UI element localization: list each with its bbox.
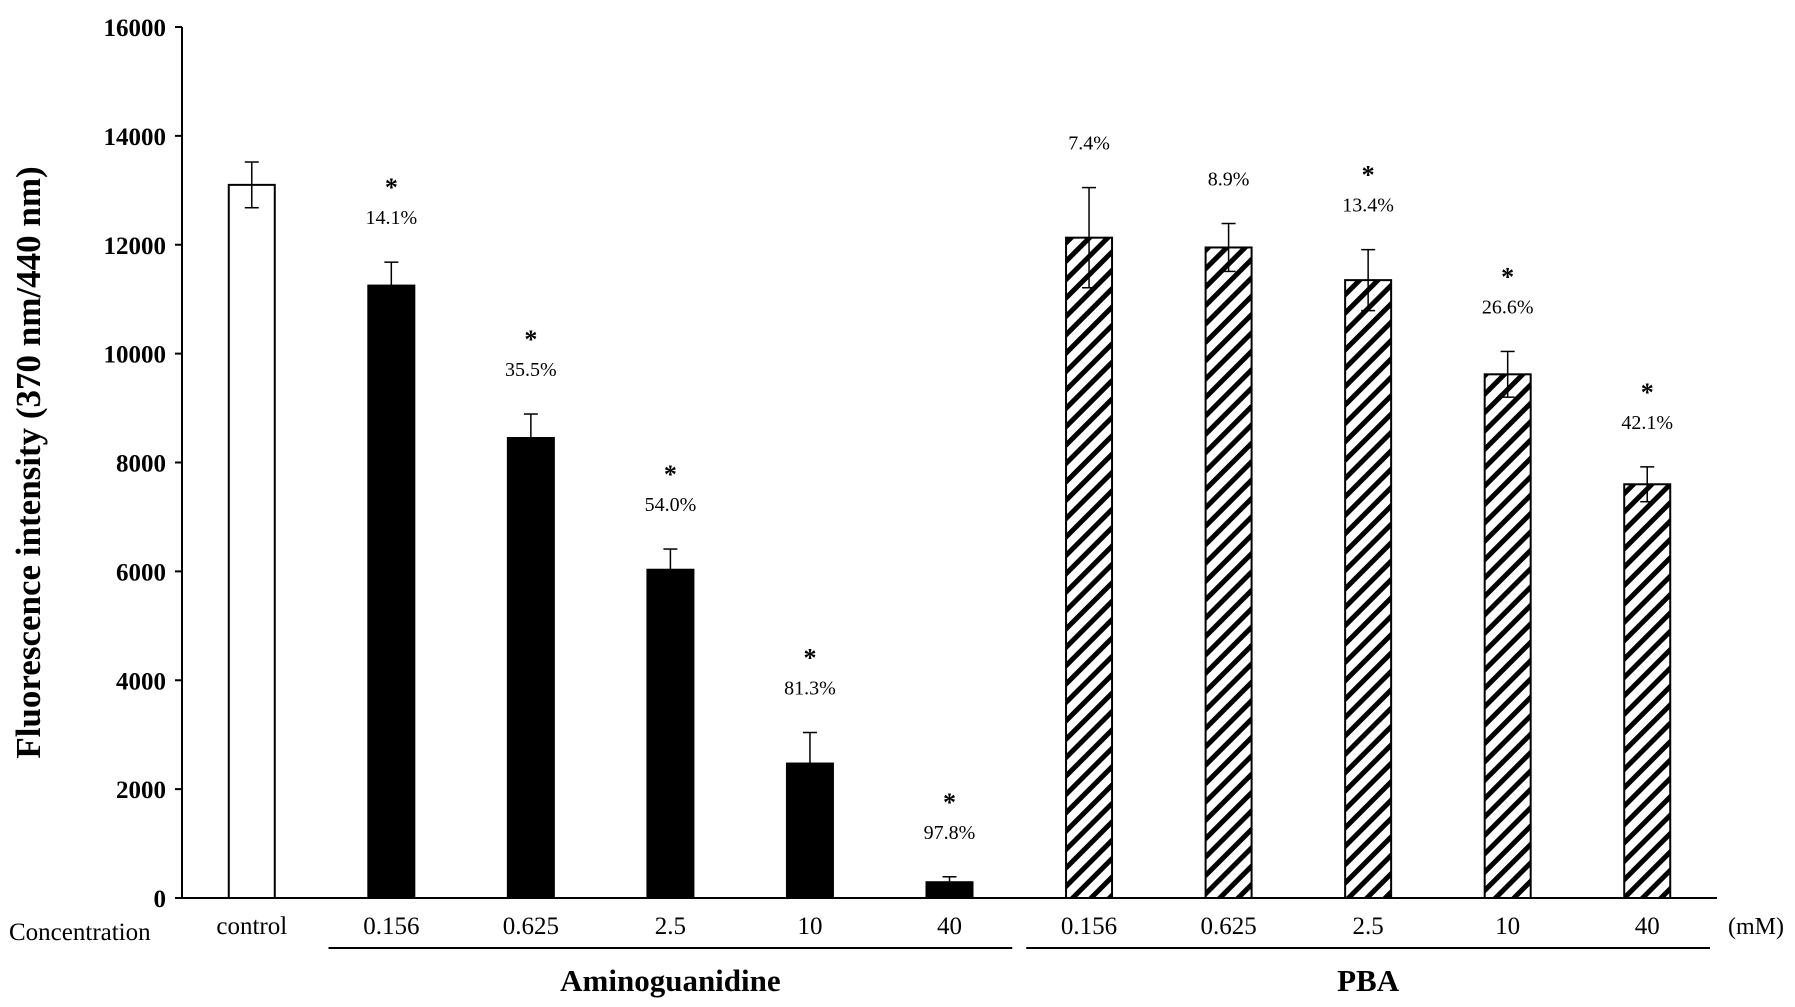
significance-star: * [1641, 378, 1654, 407]
category-label: control [216, 913, 287, 940]
significance-star: * [385, 173, 398, 202]
bar [227, 183, 276, 899]
y-tick-label: 2000 [116, 777, 166, 804]
percent-label: 7.4% [1068, 133, 1110, 155]
category-label: 2.5 [1353, 913, 1384, 940]
percent-label: 14.1% [365, 207, 417, 229]
percent-label: 81.3% [784, 678, 836, 700]
y-tick-label: 4000 [116, 668, 166, 695]
category-label: 0.156 [1061, 913, 1117, 940]
group-label: Aminoguanidine [560, 963, 781, 998]
y-tick-label: 0 [154, 886, 167, 913]
y-tick-label: 10000 [104, 342, 167, 369]
y-axis-label: Fluorescence intensity (370 nm/440 nm) [9, 166, 48, 758]
bar [1344, 279, 1393, 899]
bar [646, 568, 695, 899]
percent-label: 54.0% [645, 494, 697, 516]
percent-label: 42.1% [1621, 412, 1673, 434]
category-label: 40 [1635, 913, 1660, 940]
significance-star: * [664, 460, 677, 489]
y-tick-label: 16000 [104, 15, 167, 42]
significance-star: * [803, 644, 816, 673]
category-label: 0.625 [1200, 913, 1256, 940]
bar [1483, 373, 1532, 899]
y-tick-label: 8000 [116, 451, 166, 478]
bar [1065, 236, 1114, 900]
percent-label: 26.6% [1482, 296, 1534, 318]
concentration-label: Concentration [9, 919, 151, 946]
bar [367, 284, 416, 899]
category-label: 10 [1495, 913, 1520, 940]
y-tick-label: 6000 [116, 559, 166, 586]
percent-label: 8.9% [1208, 169, 1250, 191]
significance-star: * [524, 325, 537, 354]
category-label: 0.156 [363, 913, 419, 940]
unit-label: (mM) [1728, 914, 1784, 940]
category-label: 2.5 [655, 913, 686, 940]
group-label: PBA [1337, 963, 1400, 998]
bar [1623, 483, 1672, 899]
category-label: 40 [937, 913, 962, 940]
significance-star: * [943, 788, 956, 817]
y-tick-label: 12000 [104, 233, 167, 260]
bar [506, 437, 555, 899]
bar [1204, 246, 1253, 900]
y-tick-label: 14000 [104, 124, 167, 151]
percent-label: 13.4% [1342, 195, 1394, 217]
percent-label: 35.5% [505, 359, 557, 381]
category-label: 10 [797, 913, 822, 940]
significance-star: * [1501, 262, 1514, 291]
significance-star: * [1362, 161, 1375, 190]
percent-label: 97.8% [924, 822, 976, 844]
category-label: 0.625 [503, 913, 559, 940]
